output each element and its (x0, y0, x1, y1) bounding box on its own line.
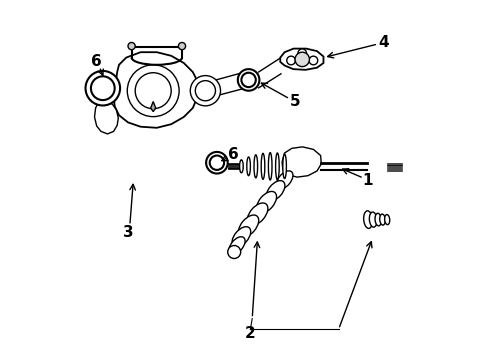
Text: 6: 6 (228, 147, 239, 162)
Text: 3: 3 (122, 225, 133, 240)
Ellipse shape (275, 153, 279, 180)
Circle shape (178, 42, 186, 50)
Circle shape (127, 65, 179, 117)
Text: 5: 5 (290, 94, 301, 109)
Polygon shape (151, 102, 156, 112)
Circle shape (298, 49, 307, 58)
Ellipse shape (261, 153, 265, 179)
Circle shape (238, 69, 259, 91)
Ellipse shape (247, 203, 268, 225)
Ellipse shape (385, 215, 390, 225)
Circle shape (91, 76, 115, 100)
Text: 2: 2 (245, 325, 256, 341)
Text: 1: 1 (362, 172, 373, 188)
Polygon shape (95, 95, 118, 134)
Ellipse shape (229, 237, 245, 254)
Circle shape (287, 56, 295, 65)
Text: 6: 6 (91, 54, 102, 69)
Ellipse shape (266, 181, 285, 201)
Ellipse shape (375, 213, 381, 226)
Ellipse shape (232, 227, 251, 247)
Polygon shape (282, 147, 321, 177)
Ellipse shape (240, 160, 243, 173)
Circle shape (86, 71, 120, 105)
Polygon shape (280, 49, 323, 70)
Ellipse shape (257, 192, 276, 213)
Circle shape (128, 42, 135, 50)
Ellipse shape (269, 153, 272, 180)
Circle shape (196, 81, 216, 101)
Circle shape (190, 76, 220, 106)
Ellipse shape (239, 215, 259, 237)
Ellipse shape (283, 154, 286, 179)
Ellipse shape (276, 171, 293, 189)
Ellipse shape (254, 155, 258, 178)
Circle shape (135, 73, 171, 109)
Ellipse shape (247, 157, 250, 176)
Text: 4: 4 (378, 35, 389, 50)
Circle shape (210, 156, 224, 170)
Ellipse shape (369, 212, 377, 227)
Ellipse shape (380, 214, 385, 225)
Ellipse shape (364, 211, 372, 228)
Circle shape (228, 246, 241, 258)
Circle shape (295, 52, 310, 67)
Circle shape (242, 73, 256, 87)
Circle shape (309, 56, 318, 65)
Polygon shape (114, 52, 198, 128)
Circle shape (206, 152, 228, 174)
